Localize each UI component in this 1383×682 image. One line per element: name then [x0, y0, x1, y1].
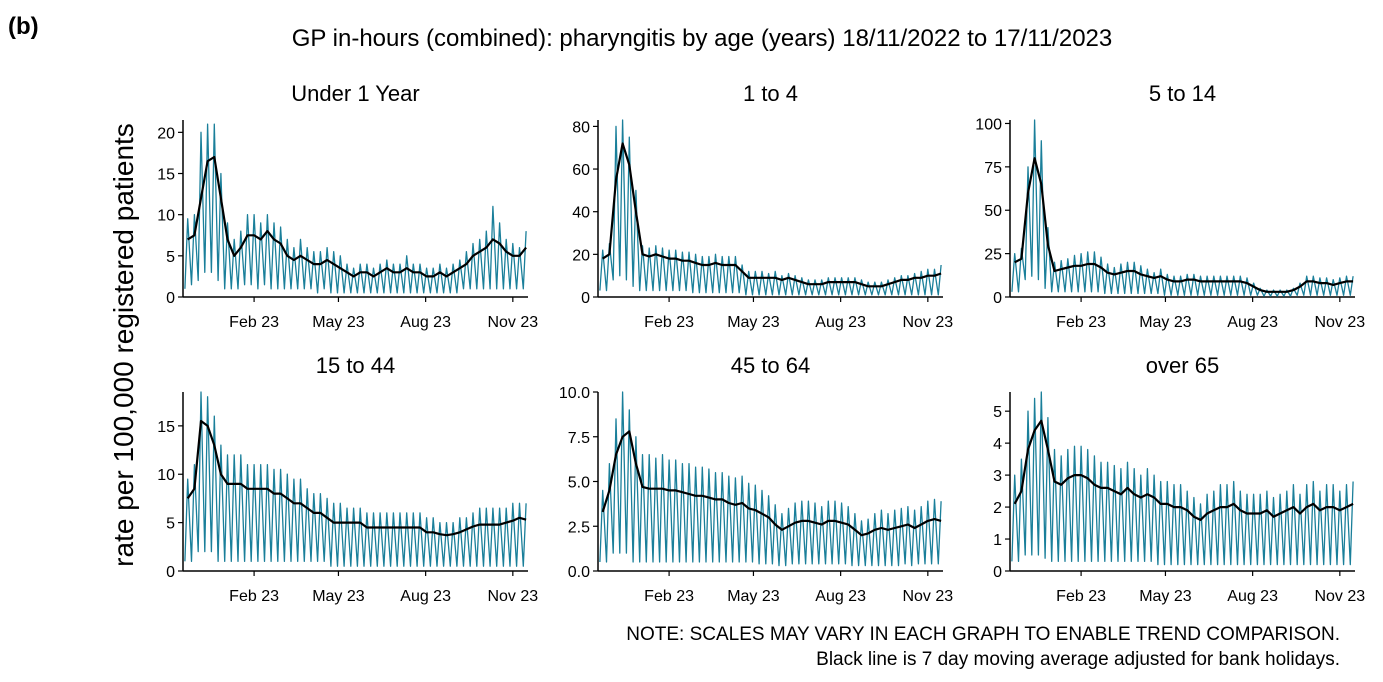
y-tick-label: 4 — [993, 436, 1002, 453]
moving-average-line — [187, 155, 527, 278]
x-tick-label: Feb 23 — [229, 314, 279, 331]
x-tick-label: Aug 23 — [1227, 314, 1278, 331]
y-tick-label: 0.0 — [568, 564, 590, 581]
y-tick-label: 2 — [993, 500, 1002, 517]
x-tick-label: Aug 23 — [400, 314, 451, 331]
y-tick-label: 40 — [572, 205, 590, 222]
panel-title: 5 to 14 — [1149, 81, 1216, 106]
daily-line — [184, 391, 527, 567]
x-tick-label: Feb 23 — [644, 588, 694, 605]
y-tick-label: 20 — [572, 247, 590, 264]
moving-average-line — [601, 430, 942, 537]
x-tick-label: May 23 — [1139, 314, 1192, 331]
y-tick-label: 15 — [157, 167, 175, 184]
y-tick-label: 3 — [993, 468, 1002, 485]
y-tick-label: 10.0 — [559, 385, 590, 402]
moving-average-line — [186, 419, 527, 537]
panel-title: 15 to 44 — [316, 353, 396, 378]
x-tick-label: May 23 — [727, 588, 780, 605]
y-tick-label: 0 — [166, 564, 175, 581]
x-tick-label: Nov 23 — [902, 588, 953, 605]
daily-line — [184, 123, 527, 294]
x-tick-label: May 23 — [727, 314, 780, 331]
y-tick-label: 80 — [572, 119, 590, 136]
note: Black line is 7 day moving average adjus… — [816, 649, 1340, 670]
y-tick-label: 0 — [993, 290, 1002, 307]
x-tick-label: Nov 23 — [902, 314, 953, 331]
y-tick-label: 60 — [572, 162, 590, 179]
x-tick-label: May 23 — [312, 588, 365, 605]
panel-label: (b) — [8, 13, 39, 40]
y-tick-label: 50 — [984, 203, 1002, 220]
y-tick-label: 5 — [166, 249, 175, 266]
x-tick-label: Feb 23 — [644, 314, 694, 331]
y-tick-label: 0 — [993, 564, 1002, 581]
x-tick-label: Aug 23 — [815, 314, 866, 331]
y-tick-label: 0 — [581, 290, 590, 307]
daily-line — [599, 391, 942, 567]
x-tick-label: Aug 23 — [400, 588, 451, 605]
panel-title: 1 to 4 — [743, 81, 798, 106]
y-tick-label: 10 — [157, 467, 175, 484]
y-tick-label: 2.5 — [568, 519, 590, 536]
y-axis-label: rate per 100,000 registered patients — [108, 123, 139, 567]
moving-average-line — [1014, 157, 1354, 293]
x-tick-label: Feb 23 — [1056, 588, 1106, 605]
x-tick-label: Feb 23 — [1056, 314, 1106, 331]
y-tick-label: 5.0 — [568, 475, 590, 492]
x-tick-label: Feb 23 — [229, 588, 279, 605]
y-tick-label: 100 — [975, 116, 1002, 133]
panel-title: 45 to 64 — [731, 353, 811, 378]
x-tick-label: Aug 23 — [1227, 588, 1278, 605]
y-tick-label: 15 — [157, 419, 175, 436]
y-tick-label: 1 — [993, 532, 1002, 549]
daily-line — [599, 119, 942, 296]
x-tick-label: Nov 23 — [1314, 314, 1365, 331]
x-tick-label: Aug 23 — [815, 588, 866, 605]
note: NOTE: SCALES MAY VARY IN EACH GRAPH TO E… — [626, 624, 1340, 645]
y-tick-label: 10 — [157, 208, 175, 225]
chart-title: GP in-hours (combined): pharyngitis by a… — [292, 25, 1113, 52]
x-tick-label: May 23 — [1139, 588, 1192, 605]
daily-line — [1011, 119, 1354, 297]
y-tick-label: 5 — [166, 516, 175, 533]
y-tick-label: 5 — [993, 404, 1002, 421]
x-tick-label: Nov 23 — [487, 314, 538, 331]
y-tick-label: 75 — [984, 160, 1002, 177]
panel-title: Under 1 Year — [291, 81, 419, 106]
y-tick-label: 25 — [984, 247, 1002, 264]
x-tick-label: May 23 — [312, 314, 365, 331]
x-tick-label: Nov 23 — [487, 588, 538, 605]
x-tick-label: Nov 23 — [1314, 588, 1365, 605]
y-tick-label: 0 — [166, 290, 175, 307]
y-tick-label: 20 — [157, 125, 175, 142]
y-tick-label: 7.5 — [568, 430, 590, 447]
moving-average-line — [1013, 419, 1354, 521]
moving-average-line — [602, 142, 942, 288]
daily-line — [1011, 391, 1354, 566]
panel-title: over 65 — [1146, 353, 1219, 378]
